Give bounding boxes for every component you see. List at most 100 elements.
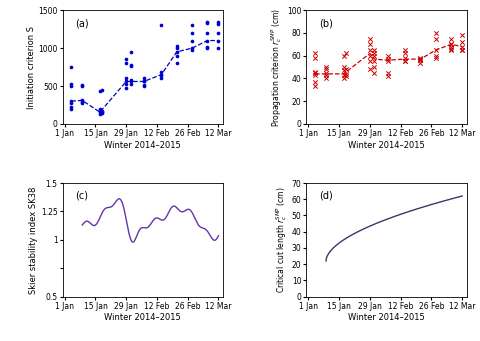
Point bbox=[370, 51, 377, 56]
Point bbox=[214, 45, 222, 51]
Point bbox=[339, 76, 347, 81]
Point bbox=[96, 111, 104, 117]
Point bbox=[98, 110, 106, 116]
Point bbox=[322, 64, 329, 70]
Point bbox=[96, 108, 104, 114]
X-axis label: Winter 2014–2015: Winter 2014–2015 bbox=[348, 140, 424, 150]
Point bbox=[188, 45, 195, 51]
Point bbox=[140, 79, 147, 84]
Point bbox=[67, 99, 75, 104]
Point bbox=[416, 58, 423, 63]
Point bbox=[311, 79, 318, 85]
Point bbox=[339, 64, 347, 70]
Point bbox=[383, 73, 391, 79]
Point bbox=[203, 45, 211, 50]
Point bbox=[157, 73, 165, 78]
Point bbox=[127, 63, 134, 69]
Point bbox=[203, 45, 211, 51]
Y-axis label: Skier stability index SK38: Skier stability index SK38 bbox=[29, 186, 38, 294]
Point bbox=[188, 30, 195, 36]
Point bbox=[157, 70, 165, 75]
Point bbox=[339, 72, 347, 78]
Point bbox=[98, 109, 106, 115]
Point bbox=[78, 83, 86, 89]
Point bbox=[96, 106, 104, 112]
Point bbox=[416, 60, 423, 65]
Point bbox=[67, 106, 75, 112]
Point bbox=[214, 30, 222, 36]
Point bbox=[214, 21, 222, 27]
Text: (b): (b) bbox=[318, 18, 332, 28]
Point bbox=[127, 62, 134, 68]
Point bbox=[172, 49, 180, 55]
Point bbox=[214, 19, 222, 24]
Point bbox=[311, 84, 318, 89]
Point bbox=[446, 46, 454, 51]
X-axis label: Winter 2014–2015: Winter 2014–2015 bbox=[104, 313, 180, 322]
Point bbox=[67, 82, 75, 87]
Point bbox=[140, 83, 147, 88]
Point bbox=[365, 66, 373, 72]
Point bbox=[96, 109, 104, 115]
Point bbox=[365, 47, 373, 53]
Point bbox=[322, 70, 329, 75]
Point bbox=[140, 76, 147, 81]
Point bbox=[365, 36, 373, 41]
Point bbox=[140, 78, 147, 84]
Text: (d): (d) bbox=[318, 191, 332, 201]
Point bbox=[400, 51, 408, 56]
Point bbox=[383, 70, 391, 75]
Point bbox=[365, 42, 373, 47]
Point bbox=[339, 68, 347, 73]
Point bbox=[457, 39, 465, 45]
Point bbox=[67, 104, 75, 110]
Point bbox=[383, 56, 391, 62]
Point bbox=[157, 76, 165, 81]
Y-axis label: Critical cut length $r_c^{SMP}$ (cm): Critical cut length $r_c^{SMP}$ (cm) bbox=[274, 187, 288, 293]
Point bbox=[457, 44, 465, 49]
Point bbox=[203, 38, 211, 43]
Point bbox=[122, 76, 130, 81]
Point bbox=[416, 55, 423, 61]
Point bbox=[78, 83, 86, 88]
Point bbox=[311, 55, 318, 61]
Point bbox=[431, 53, 439, 58]
Point bbox=[122, 61, 130, 66]
Point bbox=[67, 64, 75, 70]
Point bbox=[188, 47, 195, 53]
Point bbox=[98, 87, 106, 92]
Point bbox=[203, 30, 211, 36]
Point bbox=[457, 47, 465, 53]
Point bbox=[140, 83, 147, 89]
Point bbox=[172, 45, 180, 51]
Point bbox=[341, 73, 349, 79]
Point bbox=[446, 44, 454, 49]
Point bbox=[431, 47, 439, 53]
Point bbox=[431, 36, 439, 41]
Point bbox=[98, 108, 106, 114]
X-axis label: Winter 2014–2015: Winter 2014–2015 bbox=[104, 140, 180, 150]
Point bbox=[311, 51, 318, 56]
Point bbox=[370, 70, 377, 75]
Point bbox=[172, 61, 180, 66]
Point bbox=[127, 81, 134, 87]
Point bbox=[127, 49, 134, 55]
Point bbox=[446, 47, 454, 53]
Point bbox=[127, 77, 134, 83]
Point bbox=[446, 42, 454, 47]
Point bbox=[431, 30, 439, 36]
Point bbox=[311, 69, 318, 74]
Point bbox=[96, 89, 104, 94]
Point bbox=[370, 47, 377, 53]
Point bbox=[383, 59, 391, 64]
Point bbox=[214, 38, 222, 43]
Point bbox=[172, 43, 180, 48]
Point bbox=[78, 100, 86, 105]
Point bbox=[370, 53, 377, 58]
Point bbox=[127, 79, 134, 84]
Point bbox=[157, 72, 165, 77]
Point bbox=[457, 47, 465, 53]
Point bbox=[188, 23, 195, 28]
Point bbox=[400, 59, 408, 64]
Point bbox=[370, 64, 377, 70]
